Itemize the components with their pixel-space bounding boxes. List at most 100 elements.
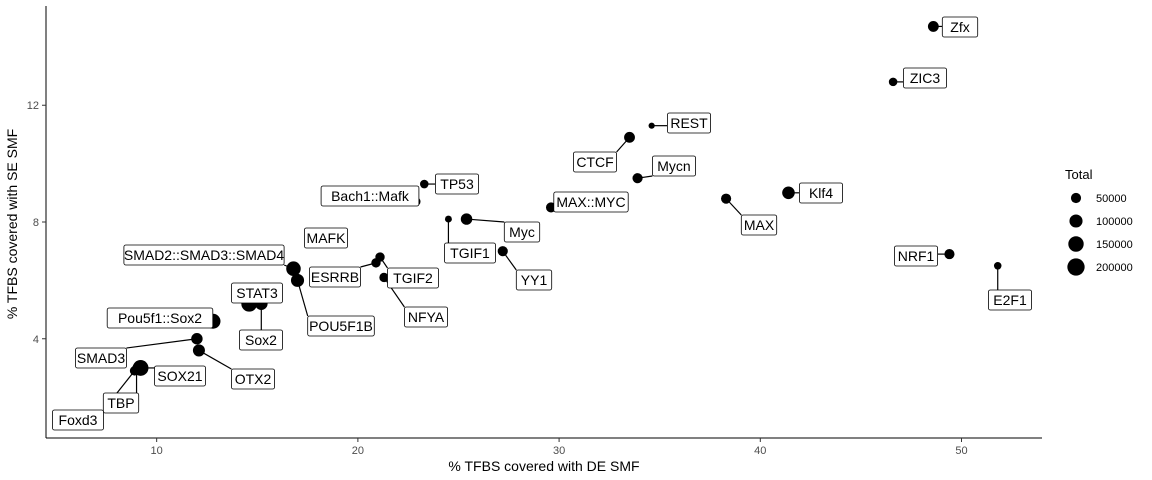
label-smad3: SMAD3 <box>75 347 127 369</box>
legend-key-50000 <box>1070 192 1082 204</box>
label-sox2: Sox2 <box>238 329 283 351</box>
point-rest <box>648 122 655 129</box>
label-foxd3: Foxd3 <box>52 409 104 431</box>
label-zfx: Zfx <box>941 16 979 38</box>
label-text: SMAD3 <box>77 350 125 366</box>
label-box <box>320 185 420 207</box>
legend-label-100000: 100000 <box>1096 216 1133 228</box>
point-max <box>721 193 732 204</box>
connector-myc <box>466 218 505 223</box>
label-text: TBP <box>107 395 134 411</box>
label-box <box>387 267 439 289</box>
size-legend: Total 50000 100000 150000 200000 <box>1065 167 1133 276</box>
label-box <box>307 315 375 337</box>
label-max: MAX <box>740 214 778 236</box>
label-pou5f1-sox2: Pou5f1::Sox2 <box>106 307 214 329</box>
label-text: REST <box>670 115 708 131</box>
label-box <box>106 307 214 329</box>
label-tgif2: TGIF2 <box>387 267 439 289</box>
label-text: Zfx <box>950 19 969 35</box>
label-stat3: STAT3 <box>231 282 283 304</box>
label-text: CTCF <box>576 154 613 170</box>
point-smad3 <box>191 333 203 345</box>
label-box <box>154 365 206 387</box>
legend-key-100000 <box>1069 214 1083 228</box>
point-ctcf <box>624 131 635 143</box>
label-otx2: OTX2 <box>230 368 275 390</box>
legend-key-150000 <box>1068 236 1084 252</box>
label-box <box>799 182 844 204</box>
y-tick-label: 4 <box>33 334 39 346</box>
label-myc: Myc <box>503 221 541 243</box>
label-connectors <box>103 25 999 411</box>
label-text: Sox2 <box>245 332 277 348</box>
label-text: YY1 <box>521 272 548 288</box>
label-box <box>434 173 479 195</box>
connector-otx2 <box>198 349 232 370</box>
label-text: Pou5f1::Sox2 <box>118 310 202 326</box>
y-axis-title: % TFBS covered with SE SMF <box>4 129 20 319</box>
point-tgif1 <box>444 215 452 223</box>
label-box <box>444 242 496 264</box>
label-text: MAFK <box>307 230 347 246</box>
label-zic3: ZIC3 <box>903 67 948 89</box>
label-box <box>102 392 140 414</box>
x-tick-label: 20 <box>352 445 364 457</box>
label-text: TGIF2 <box>393 270 433 286</box>
label-nfya: NFYA <box>403 306 448 328</box>
label-nrf1: NRF1 <box>894 245 939 267</box>
point-mycn <box>632 173 643 184</box>
point-zic3 <box>888 77 898 87</box>
label-klf4: Klf4 <box>799 182 844 204</box>
label-box <box>903 67 948 89</box>
legend-label-50000: 50000 <box>1096 193 1127 205</box>
label-sox21: SOX21 <box>154 365 206 387</box>
label-mycn: Mycn <box>652 155 697 177</box>
point-myc <box>460 213 473 225</box>
label-box <box>52 409 104 431</box>
legend-label-200000: 200000 <box>1096 262 1133 274</box>
label-tbp: TBP <box>102 392 140 414</box>
legend-label-150000: 150000 <box>1096 239 1133 251</box>
label-tp53: TP53 <box>434 173 479 195</box>
x-tick-label: 50 <box>955 445 967 457</box>
label-text: SOX21 <box>157 368 202 384</box>
x-tick-label: 10 <box>151 445 163 457</box>
point-smad2-smad3-smad4 <box>286 261 301 276</box>
label-pou5f1b: POU5F1B <box>307 315 375 337</box>
label-text: NRF1 <box>898 248 935 264</box>
label-box <box>667 112 712 134</box>
label-text: MAX::MYC <box>556 194 625 210</box>
label-text: Myc <box>509 224 535 240</box>
point-e2f1 <box>993 262 1002 270</box>
label-text: Mycn <box>657 158 690 174</box>
label-text: STAT3 <box>236 285 278 301</box>
label-smad2-smad3-smad4: SMAD2::SMAD3::SMAD4 <box>123 244 285 266</box>
label-box <box>403 306 448 328</box>
label-box <box>123 244 285 266</box>
label-rest: REST <box>667 112 712 134</box>
label-box <box>988 289 1033 311</box>
label-bach1-mafk: Bach1::Mafk <box>320 185 420 207</box>
x-tick-label: 30 <box>553 445 565 457</box>
x-axis: 10 20 30 40 50 <box>46 437 1042 457</box>
label-box <box>941 16 979 38</box>
label-box <box>309 266 361 288</box>
label-text: TP53 <box>440 176 474 192</box>
label-box <box>231 282 283 304</box>
point-pou5f1b <box>290 273 305 287</box>
label-ctcf: CTCF <box>573 151 618 173</box>
y-tick-label: 8 <box>33 217 39 229</box>
label-box <box>652 155 697 177</box>
label-box <box>740 214 778 236</box>
legend-title: Total <box>1065 167 1093 182</box>
label-text: Foxd3 <box>59 412 98 428</box>
label-text: OTX2 <box>235 371 272 387</box>
label-e2f1: E2F1 <box>988 289 1033 311</box>
point-esrrb <box>371 258 381 268</box>
point-klf4 <box>782 186 795 200</box>
y-tick-label: 12 <box>27 100 39 112</box>
label-text: ESRRB <box>311 269 359 285</box>
